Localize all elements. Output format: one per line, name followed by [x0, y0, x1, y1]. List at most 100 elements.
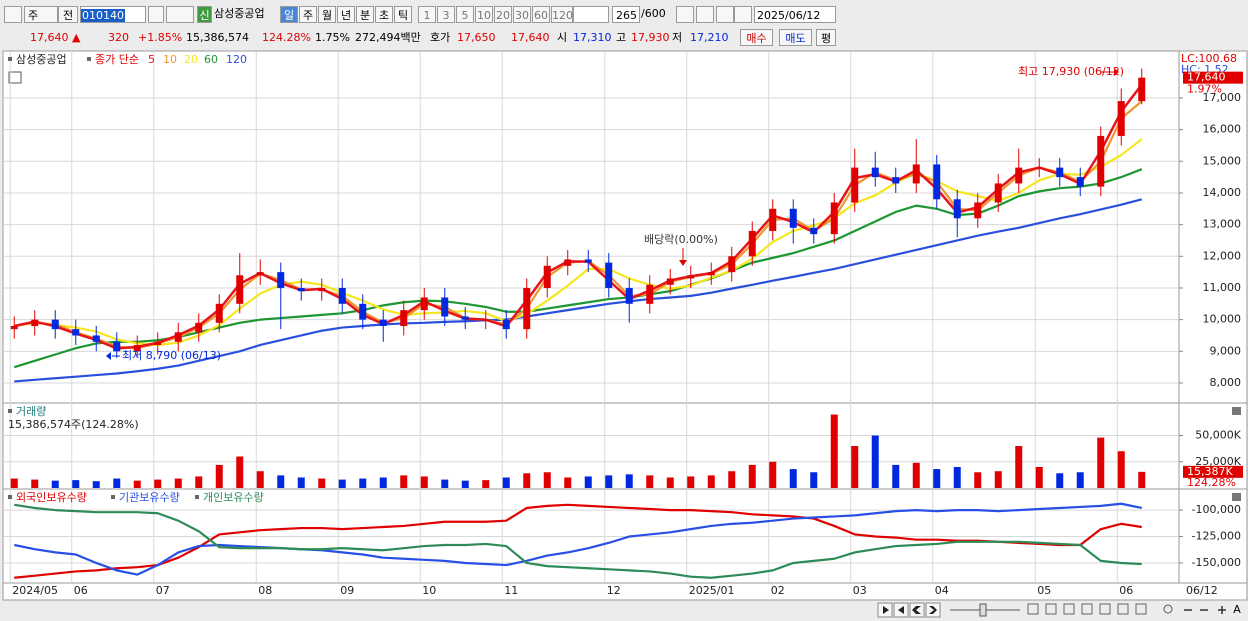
- menu-icon[interactable]: [4, 6, 22, 23]
- candle-body: [769, 208, 777, 231]
- legend-entry: 개인보유수량: [203, 491, 264, 504]
- tool-icon[interactable]: [1135, 603, 1147, 615]
- interval-button[interactable]: 20: [494, 6, 512, 23]
- candle-body: [154, 341, 162, 345]
- search-button[interactable]: [148, 6, 164, 23]
- interval-button[interactable]: 1: [418, 6, 436, 23]
- legend-entry: 20: [184, 53, 198, 66]
- sound-button[interactable]: [166, 6, 194, 23]
- y-tick-label: 10,000: [1203, 313, 1242, 326]
- candle-body: [10, 325, 18, 330]
- change: 320: [108, 31, 129, 44]
- interval-button[interactable]: 10: [475, 6, 493, 23]
- date-input[interactable]: 2025/06/12: [754, 6, 836, 23]
- series-line: [14, 503, 1142, 579]
- tool-icon[interactable]: [1045, 603, 1057, 615]
- legend-entry: 120: [226, 53, 247, 66]
- panel-close[interactable]: [1232, 407, 1241, 415]
- candle-body: [1076, 177, 1084, 187]
- volume-bar: [584, 476, 592, 488]
- tool-icon[interactable]: [1063, 603, 1075, 615]
- code-input[interactable]: 010140: [80, 6, 146, 23]
- tool-icon[interactable]: [1081, 603, 1093, 615]
- high-label: 고: [616, 31, 627, 44]
- candle-body: [236, 275, 244, 304]
- ma-label: 종가 단순: [95, 53, 139, 66]
- period-button[interactable]: 년: [337, 6, 355, 23]
- x-tick-label: 07: [156, 584, 170, 597]
- volume-bar: [1035, 467, 1043, 488]
- candle-body: [277, 272, 285, 288]
- candle-body: [871, 167, 879, 178]
- period-button[interactable]: 주: [299, 6, 317, 23]
- volume-bar: [1076, 472, 1084, 488]
- volume-bar: [769, 461, 777, 488]
- volume-bar: [113, 478, 121, 488]
- tool-icon[interactable]: [1027, 603, 1039, 615]
- interval-button[interactable]: 30: [513, 6, 531, 23]
- period-button[interactable]: 초: [375, 6, 393, 23]
- volume-bar: [277, 475, 285, 488]
- volume-bar: [564, 477, 572, 488]
- interval-button[interactable]: 120: [551, 6, 573, 23]
- ask: 17,650: [457, 31, 496, 44]
- candle-body: [646, 284, 654, 304]
- new-badge[interactable]: 신: [197, 6, 212, 23]
- tool-button[interactable]: [734, 6, 752, 23]
- font-button[interactable]: A: [1233, 603, 1241, 616]
- period-button[interactable]: 분: [356, 6, 374, 23]
- period-button[interactable]: 일: [280, 6, 298, 23]
- candle-body: [195, 322, 203, 333]
- market-select[interactable]: 주: [24, 6, 58, 23]
- candle-body: [584, 259, 592, 263]
- legend-entry: 5: [148, 53, 155, 66]
- volume-bar: [810, 472, 818, 488]
- interval-button[interactable]: 60: [532, 6, 550, 23]
- volume-bar: [195, 476, 203, 488]
- interval-button[interactable]: 3: [437, 6, 455, 23]
- low: 17,210: [690, 31, 729, 44]
- candle-body: [31, 319, 39, 326]
- volume-bar: [1138, 471, 1146, 488]
- panel-close[interactable]: [1232, 493, 1241, 501]
- annotation: 최고 17,930 (06/12): [1018, 65, 1124, 78]
- zoom-icon[interactable]: [1163, 604, 1173, 614]
- annotation-arrow: [1114, 68, 1119, 76]
- buy-button[interactable]: 매수: [740, 29, 773, 46]
- tool-icon[interactable]: [1117, 603, 1129, 615]
- interval-button[interactable]: 5: [456, 6, 474, 23]
- scroll-button[interactable]: [925, 602, 941, 618]
- period-button[interactable]: 틱: [394, 6, 412, 23]
- panel-icon[interactable]: [8, 71, 22, 84]
- tool-button[interactable]: [696, 6, 714, 23]
- open-label: 시: [557, 31, 568, 44]
- current-tag: [1183, 465, 1243, 478]
- high: 17,930: [631, 31, 670, 44]
- tool-button[interactable]: [676, 6, 694, 23]
- tool-button[interactable]: [716, 6, 734, 23]
- mode-button[interactable]: 전: [58, 6, 78, 23]
- candle-body: [789, 208, 797, 228]
- sell-button[interactable]: 매도: [779, 29, 812, 46]
- tool-icon[interactable]: [1099, 603, 1111, 615]
- candle-body: [953, 199, 961, 219]
- volume-bar: [31, 479, 39, 488]
- x-end-label: 06/12: [1186, 584, 1218, 597]
- annotation-arrow: [106, 352, 111, 360]
- scroll-thumb[interactable]: [979, 603, 987, 617]
- candle-body: [72, 329, 80, 336]
- panel-marker: [8, 57, 12, 61]
- avg-button[interactable]: 평: [816, 29, 836, 46]
- scroll-button[interactable]: [909, 602, 925, 618]
- candle-body: [851, 167, 859, 203]
- current-pct: 124.28%: [1187, 476, 1236, 489]
- period-button[interactable]: 월: [318, 6, 336, 23]
- annotation: 배당락(0.00%): [644, 233, 718, 246]
- candle-body: [92, 335, 100, 342]
- scroll-controls: A: [877, 602, 1241, 618]
- count-input[interactable]: 265: [612, 6, 640, 23]
- x-tick-label: 09: [340, 584, 354, 597]
- panel-title: 삼성중공업: [16, 53, 67, 66]
- blank-select[interactable]: [573, 6, 609, 23]
